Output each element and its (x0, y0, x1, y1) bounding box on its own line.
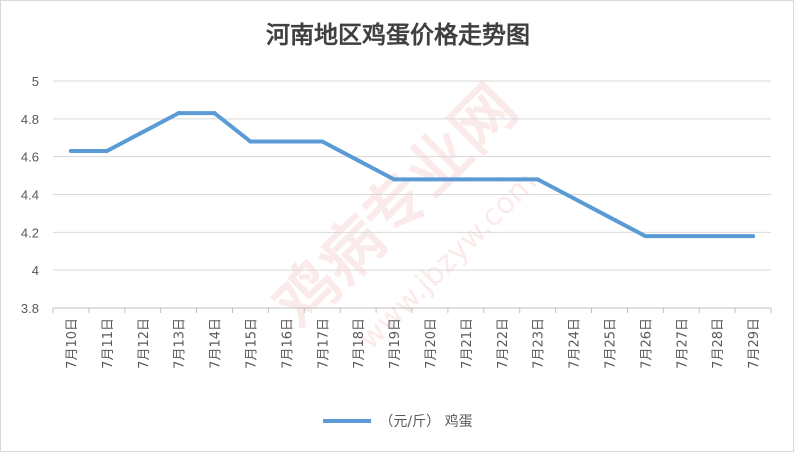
y-tick-label: 4.8 (21, 112, 39, 127)
grid (53, 80, 771, 309)
series-line-eggs (68, 111, 756, 239)
data-point (751, 234, 756, 239)
x-axis: 7月10日 7月11日 7月12日 7月13日 7月14日 7月15日 7月16日 7月17日… (52, 308, 772, 369)
data-point (499, 177, 504, 182)
data-point (392, 177, 397, 182)
x-tick-label: 7月22日 (496, 318, 511, 369)
data-point (679, 234, 684, 239)
data-point (248, 139, 253, 144)
x-tick-label: 7月26日 (639, 318, 654, 369)
data-point (104, 148, 109, 153)
x-tick-label: 7月12日 (137, 318, 152, 369)
data-point (212, 111, 217, 116)
legend: （元/斤） 鸡蛋 (1, 411, 793, 431)
data-point (68, 148, 73, 153)
x-tick-label: 7月10日 (65, 318, 80, 369)
x-tick-label: 7月16日 (280, 318, 295, 369)
x-tick-label: 7月27日 (675, 318, 690, 369)
data-point (535, 177, 540, 182)
data-point (571, 196, 576, 201)
x-tick-label: 7月17日 (316, 318, 331, 369)
legend-label: （元/斤） 鸡蛋 (379, 414, 473, 430)
x-tick-label: 7月21日 (460, 318, 475, 369)
x-tick-label: 7月13日 (173, 318, 188, 369)
x-tick-label: 7月19日 (388, 318, 403, 369)
data-point (356, 158, 361, 163)
data-point (643, 234, 648, 239)
data-point (715, 234, 720, 239)
y-tick-label: 4.2 (21, 225, 39, 240)
x-tick-label: 7月24日 (568, 318, 583, 369)
y-tick-label: 4.4 (21, 188, 39, 203)
y-tick-label: 5 (32, 74, 39, 89)
x-tick-label: 7月14日 (209, 318, 224, 369)
data-point (463, 177, 468, 182)
data-point (140, 130, 145, 135)
y-tick-label: 3.8 (21, 301, 39, 316)
x-tick-label: 7月11日 (101, 318, 116, 369)
chart-title: 河南地区鸡蛋价格走势图 (266, 20, 530, 49)
data-point (320, 139, 325, 144)
y-tick-label: 4.6 (21, 150, 39, 165)
x-tick-label: 7月18日 (352, 318, 367, 369)
x-tick-label: 7月23日 (532, 318, 547, 369)
x-tick-label: 7月28日 (711, 318, 726, 369)
series-layer (68, 111, 756, 239)
x-tick-label: 7月25日 (603, 318, 618, 369)
data-point (176, 111, 181, 116)
data-point (427, 177, 432, 182)
x-tick-label: 7月29日 (747, 318, 762, 369)
y-axis: 3.8 4 4.2 4.4 4.6 4.8 5 (21, 74, 39, 316)
x-tick-label: 7月15日 (244, 318, 259, 369)
legend-swatch (323, 419, 372, 423)
y-tick-label: 4 (32, 263, 39, 278)
data-point (607, 215, 612, 220)
x-tick-label: 7月20日 (424, 318, 439, 369)
data-point (284, 139, 289, 144)
